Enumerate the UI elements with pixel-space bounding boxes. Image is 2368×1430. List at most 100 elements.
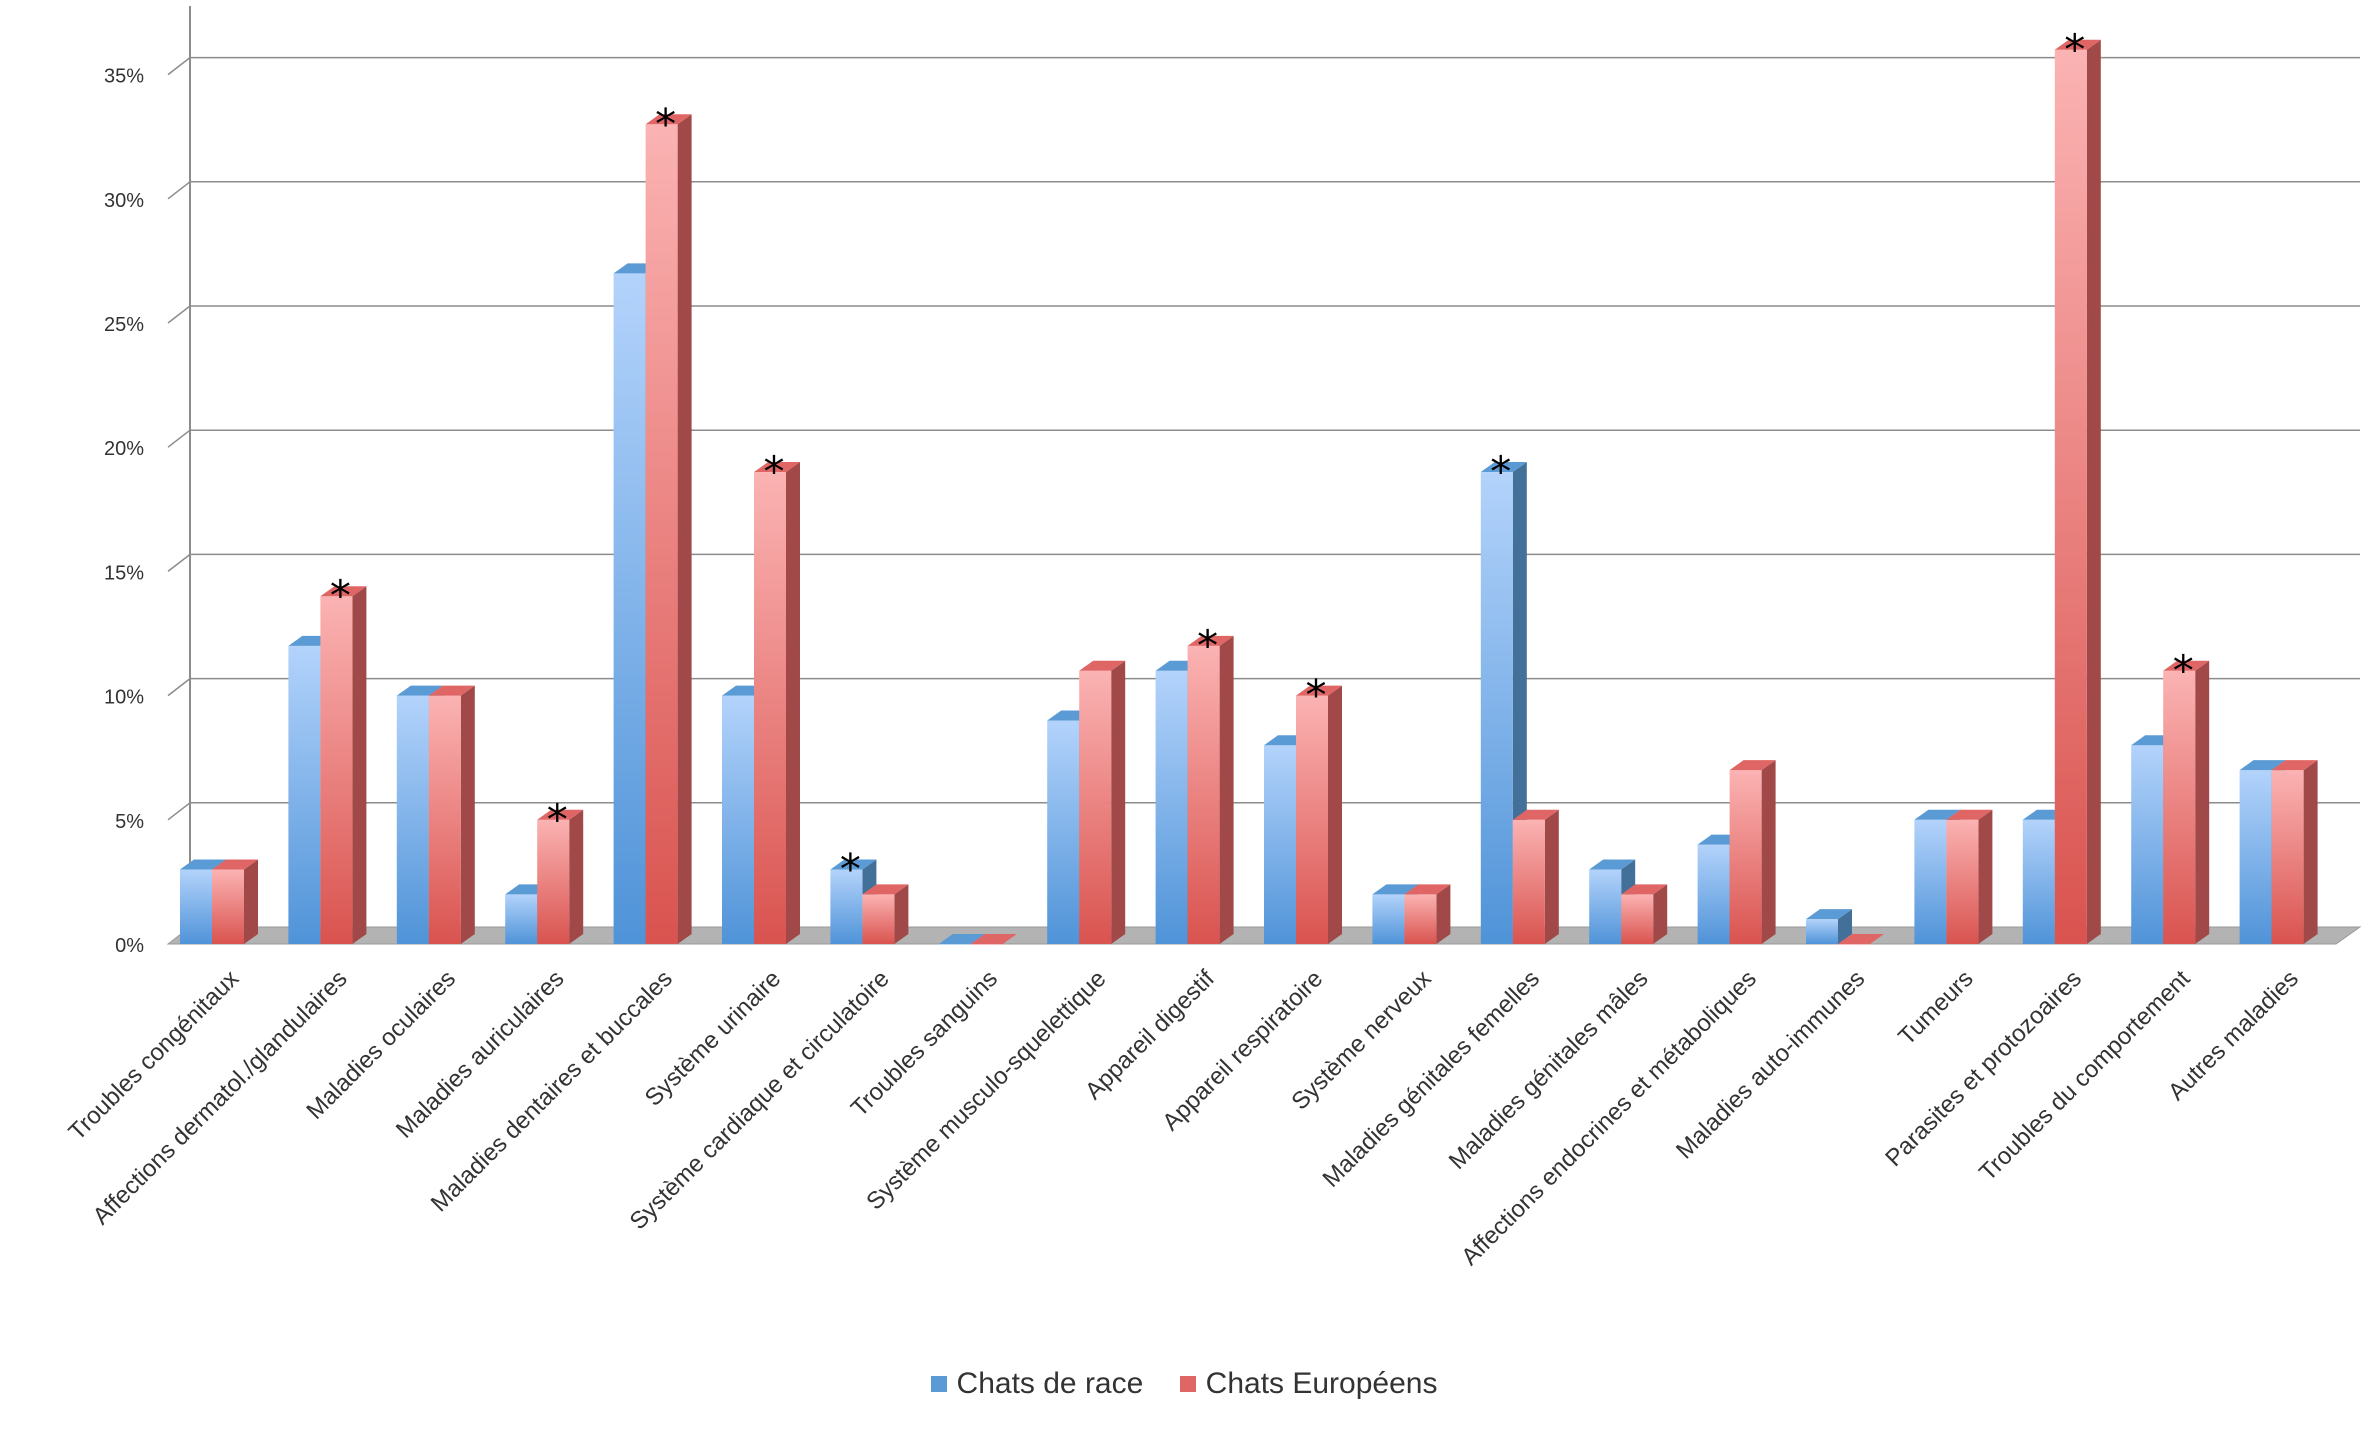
bar-chats-de-race xyxy=(1589,869,1622,944)
legend-label: Chats de race xyxy=(956,1367,1144,1400)
bar-side xyxy=(1328,685,1342,944)
gridline-diagonal xyxy=(167,305,191,324)
legend-swatch-red xyxy=(1179,1376,1196,1392)
y-tick-label: 35% xyxy=(104,66,144,88)
bar-chats-de-race xyxy=(1047,720,1080,944)
bar-top xyxy=(1806,909,1852,920)
bar-side xyxy=(677,114,692,944)
bar-chats-de-race xyxy=(1372,894,1405,944)
bar-top xyxy=(1187,635,1234,646)
bar-chats-europeens xyxy=(320,596,353,944)
bar-top xyxy=(1404,884,1451,895)
bar-chats-de-race xyxy=(1155,670,1188,944)
bar-chats-europeens xyxy=(2054,49,2087,944)
category-label: Maladies génitales mâles xyxy=(1444,965,1654,1175)
bar-top xyxy=(180,859,226,870)
bar-side xyxy=(2086,39,2101,944)
bar-top xyxy=(428,685,475,696)
significance-marker: * xyxy=(1197,621,1218,670)
bar-chats-europeens xyxy=(2271,770,2304,944)
bar-top xyxy=(1296,685,1342,696)
y-tick-label: 0% xyxy=(115,935,144,957)
bar-top xyxy=(2054,39,2101,50)
bar-chats-de-race xyxy=(613,273,646,944)
bar-chats-europeens xyxy=(537,819,570,944)
bar-top xyxy=(1512,809,1559,820)
bar-chats-de-race xyxy=(2022,819,2055,944)
bar-chart: 0% 5% 10% 15% 20% 25% 30% 35% * * * * * * * * * * Troubl… xyxy=(64,6,2362,1271)
bar-top xyxy=(1589,859,1636,870)
significance-marker: * xyxy=(1306,671,1327,720)
bar-chats-europeens xyxy=(1838,944,1870,945)
category-label: Tumeurs xyxy=(1893,965,1978,1050)
bar-chats-de-race xyxy=(722,695,754,944)
bar-chats-de-race xyxy=(938,944,971,945)
bar-side xyxy=(569,809,584,944)
bar-chats-europeens xyxy=(1296,695,1328,944)
bar-chats-de-race xyxy=(1914,819,1947,944)
bar-side xyxy=(352,586,367,944)
bar-top xyxy=(938,934,985,944)
y-tick-label: 10% xyxy=(104,687,144,709)
bar-top xyxy=(1946,809,1993,820)
bar-side xyxy=(1436,884,1451,944)
bar-side xyxy=(2195,660,2210,944)
bar-top xyxy=(2163,660,2210,671)
bar-chats-europeens xyxy=(1512,819,1545,944)
bar-side xyxy=(1978,809,1993,944)
bar-chats-de-race xyxy=(2239,770,2272,944)
bar-chats-de-race xyxy=(2131,745,2164,944)
legend-item-chats-de-race: Chats de race xyxy=(930,1367,1144,1401)
bar-top xyxy=(212,859,258,870)
category-label: Troubles du comportement xyxy=(1974,965,2195,1186)
gridline-diagonal xyxy=(167,802,191,821)
bar-top xyxy=(1729,760,1776,771)
bar-top xyxy=(537,809,584,820)
legend-swatch-blue xyxy=(930,1376,947,1392)
bar-top xyxy=(1079,660,1126,671)
significance-marker: * xyxy=(330,571,351,620)
bar-side xyxy=(2303,760,2318,944)
significance-marker: * xyxy=(840,844,861,893)
significance-marker: * xyxy=(764,447,785,496)
gridline-diagonal xyxy=(167,181,191,200)
legend-item-chats-europeens: Chats Européens xyxy=(1179,1367,1437,1401)
bar-top xyxy=(1621,884,1668,895)
bar-chats-de-race xyxy=(396,695,429,944)
significance-marker: * xyxy=(1490,447,1511,496)
bar-top xyxy=(970,934,1017,944)
bar-chats-de-race xyxy=(1264,745,1296,944)
bar-side xyxy=(1544,809,1559,944)
significance-marker: * xyxy=(655,99,676,148)
bar-chats-europeens xyxy=(862,894,895,944)
bar-top xyxy=(754,462,800,473)
bar-chats-de-race xyxy=(1806,919,1838,944)
bar-top xyxy=(320,586,367,597)
bar-chats-europeens xyxy=(970,944,1003,945)
bar-side xyxy=(1111,660,1126,944)
category-label: Maladies génitales femelles xyxy=(1317,965,1545,1193)
bar-side xyxy=(1761,760,1776,944)
category-label: Système musculo-squelettique xyxy=(861,965,1111,1215)
bar-chats-de-race xyxy=(1480,472,1513,944)
bar-side xyxy=(460,685,475,944)
y-tick-label: 30% xyxy=(104,190,144,212)
bar-top xyxy=(2271,760,2318,771)
bar-chats-europeens xyxy=(754,472,786,944)
bar-side xyxy=(1838,909,1852,944)
bar-top xyxy=(830,859,877,870)
chart-bars: * * * * * * * * * * xyxy=(180,25,2318,945)
gridline-diagonal xyxy=(167,678,191,697)
bar-chats-europeens xyxy=(1946,819,1979,944)
significance-marker: * xyxy=(547,795,568,844)
legend: Chats de race Chats Européens xyxy=(0,1366,2368,1401)
bar-top xyxy=(862,884,909,895)
y-tick-label: 5% xyxy=(115,811,144,833)
bar-chats-europeens xyxy=(1404,894,1437,944)
bar-chats-de-race xyxy=(505,894,538,944)
y-tick-label: 25% xyxy=(104,314,144,336)
y-tick-label: 20% xyxy=(104,438,144,460)
gridline-diagonal xyxy=(167,553,191,572)
